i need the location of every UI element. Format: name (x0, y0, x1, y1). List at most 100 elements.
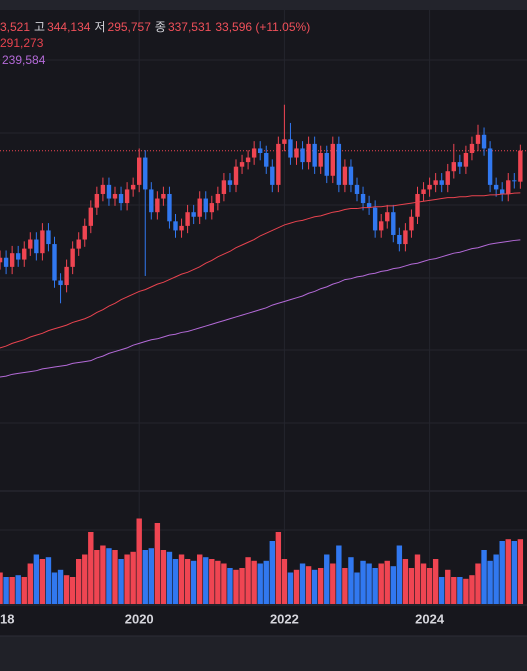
volume-bar (136, 518, 142, 604)
volume-bar (118, 559, 124, 604)
candle-body (481, 134, 487, 149)
candle-body (506, 180, 511, 194)
volume-bar (172, 559, 179, 604)
candle-body (288, 139, 293, 158)
candle-body (0, 257, 3, 263)
candle-body (475, 134, 481, 144)
volume-bar (106, 548, 112, 604)
candle-body (397, 234, 402, 245)
candle-body (403, 230, 408, 245)
ma-value: 291,273 (0, 36, 44, 50)
candle-body (34, 239, 39, 254)
candle-body (100, 184, 106, 194)
candle-body (427, 184, 432, 190)
volume-bar (414, 554, 421, 604)
candle-body (306, 143, 311, 163)
candle-body (421, 189, 426, 194)
candle-body (348, 166, 354, 185)
x-tick-label: 2020 (125, 611, 154, 626)
volume-bar (493, 554, 499, 604)
change-value: 33,596 (+11.05%) (215, 20, 311, 34)
high-value: 344,134 (47, 20, 91, 34)
low-label: 저 (94, 20, 106, 34)
candle-body (239, 162, 245, 167)
candle-body (130, 184, 136, 190)
candle-body (124, 189, 130, 204)
volume-bar (160, 550, 167, 604)
candle-body (203, 198, 208, 213)
candle-body (463, 152, 469, 167)
volume-bar (233, 569, 239, 604)
volume-bar (420, 563, 427, 604)
volume-bar (27, 563, 33, 604)
volume-bar (396, 545, 403, 604)
candle-body (197, 198, 202, 217)
candle-body (385, 212, 390, 222)
volume-bar (257, 563, 263, 604)
high-label: 고 (34, 20, 46, 34)
volume-bar (281, 559, 288, 604)
candle-body (409, 216, 414, 231)
candle-body (209, 203, 214, 213)
volume-bar (366, 563, 372, 604)
candle-body (179, 225, 184, 231)
volume-bar (451, 577, 457, 604)
x-tick-label: 18 (0, 611, 14, 626)
candle-body (469, 143, 475, 153)
candle-body (457, 162, 463, 167)
volume-bar (184, 559, 191, 604)
moving-average (0, 239, 521, 378)
volume-bar (517, 539, 524, 604)
volume-bar (76, 559, 82, 604)
volume-bar (39, 559, 46, 604)
candle-body (300, 148, 305, 163)
candle-body (500, 189, 505, 194)
candle-body (16, 253, 21, 260)
candle-body (354, 184, 360, 194)
candle-body (3, 257, 9, 267)
candle-body (487, 148, 493, 185)
volume-bar (318, 568, 324, 604)
volume-bar (330, 563, 336, 604)
candle-body (264, 152, 269, 167)
volume-bar (63, 575, 70, 604)
volume-bar (82, 554, 88, 604)
top-bar (0, 0, 527, 10)
ma-value: 239,584 (2, 53, 46, 67)
candle-body (106, 184, 112, 199)
ohlc-legend: 3,521 고 344,134 저 295,757 종 337,531 33,596 (+11… (0, 18, 314, 35)
volume-bar (511, 541, 517, 604)
candle-body (294, 148, 299, 158)
open-value: 3,521 (0, 20, 31, 34)
candle-body (227, 180, 233, 185)
volume-bar (69, 577, 76, 604)
candle-body (360, 193, 366, 204)
volume-bar (293, 569, 300, 604)
volume-bar (287, 572, 294, 604)
volume-bar (203, 557, 209, 604)
volume-bar (0, 572, 3, 604)
volume-bar (445, 569, 451, 604)
candle-body (64, 266, 69, 286)
x-tick-label: 2024 (415, 611, 445, 626)
candle-body (112, 193, 118, 199)
candle-body (118, 193, 124, 204)
volume-bar (263, 560, 269, 604)
candle-body (233, 166, 239, 185)
moving-average (0, 192, 521, 349)
volume-bar (336, 545, 342, 604)
candle-body (312, 143, 317, 167)
candle-body (493, 184, 499, 190)
volume-bar (124, 554, 130, 604)
volume-bar (130, 551, 136, 604)
candle-body (88, 207, 93, 226)
volume-bar (342, 568, 348, 604)
volume-bar (51, 572, 58, 604)
candle-body (46, 230, 51, 245)
candle-body (379, 221, 384, 231)
volume-bar (45, 557, 52, 604)
volume-bar (390, 566, 396, 604)
candle-body (137, 157, 142, 185)
candle-body (518, 150, 523, 182)
